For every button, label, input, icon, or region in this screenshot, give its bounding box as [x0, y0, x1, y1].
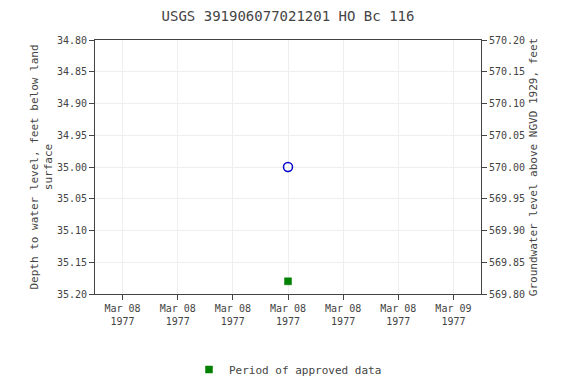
- svg-text:34.85: 34.85: [57, 66, 87, 77]
- svg-text:34.90: 34.90: [57, 98, 87, 109]
- svg-text:569.90: 569.90: [489, 225, 525, 236]
- svg-text:Period of approved data: Period of approved data: [229, 364, 381, 377]
- svg-text:570.00: 570.00: [489, 162, 525, 173]
- svg-text:Mar 081977: Mar 081977: [270, 303, 306, 327]
- svg-text:570.15: 570.15: [489, 66, 525, 77]
- svg-text:Mar 081977: Mar 081977: [380, 303, 416, 327]
- svg-text:Mar 081977: Mar 081977: [160, 303, 196, 327]
- svg-text:35.10: 35.10: [57, 225, 87, 236]
- svg-text:569.85: 569.85: [489, 257, 525, 268]
- svg-text:569.80: 569.80: [489, 289, 525, 300]
- svg-text:Mar 081977: Mar 081977: [105, 303, 141, 327]
- svg-text:34.80: 34.80: [57, 35, 87, 46]
- svg-text:USGS 391906077021201 HO Bc 116: USGS 391906077021201 HO Bc 116: [162, 8, 415, 24]
- svg-text:35.20: 35.20: [57, 289, 87, 300]
- svg-text:Depth to water level, feet bel: Depth to water level, feet below landsur…: [28, 44, 55, 289]
- svg-text:Mar 091977: Mar 091977: [435, 303, 471, 327]
- svg-text:570.10: 570.10: [489, 98, 525, 109]
- svg-text:Groundwater level above NGVD 1: Groundwater level above NGVD 1929, feet: [527, 38, 540, 296]
- svg-text:35.05: 35.05: [57, 193, 87, 204]
- svg-text:Mar 081977: Mar 081977: [325, 303, 361, 327]
- svg-text:570.20: 570.20: [489, 35, 525, 46]
- svg-text:Mar 081977: Mar 081977: [215, 303, 251, 327]
- svg-text:569.95: 569.95: [489, 193, 525, 204]
- svg-text:35.00: 35.00: [57, 162, 87, 173]
- svg-text:570.05: 570.05: [489, 130, 525, 141]
- svg-text:34.95: 34.95: [57, 130, 87, 141]
- svg-text:35.15: 35.15: [57, 257, 87, 268]
